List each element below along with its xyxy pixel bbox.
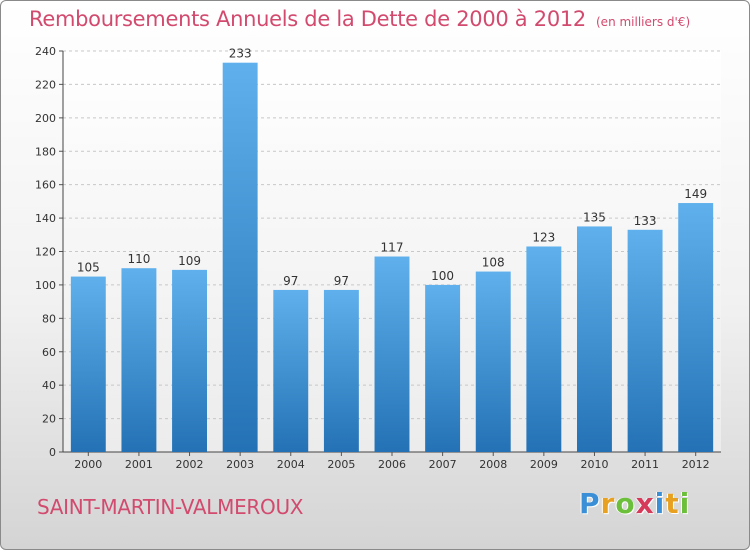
y-tick-label: 240 xyxy=(35,45,56,58)
title-row: Remboursements Annuels de la Dette de 20… xyxy=(29,7,690,31)
logo-letter: i xyxy=(679,487,691,520)
logo-letter: r xyxy=(600,487,616,520)
data-label: 97 xyxy=(283,274,298,288)
bar-2007 xyxy=(425,284,461,452)
data-label: 105 xyxy=(77,261,100,275)
bar-2011 xyxy=(627,229,663,452)
bar-2000 xyxy=(70,276,106,452)
data-label: 117 xyxy=(381,241,404,255)
chart-subtitle: (en milliers d'€) xyxy=(596,15,691,29)
logo-letter: o xyxy=(615,487,636,520)
x-tick-label: 2004 xyxy=(277,458,305,471)
x-tick-label: 2010 xyxy=(580,458,608,471)
logo-letter: P xyxy=(579,487,601,520)
data-label: 97 xyxy=(334,274,349,288)
data-label: 123 xyxy=(532,230,555,244)
data-label: 135 xyxy=(583,210,606,224)
data-label: 149 xyxy=(684,187,707,201)
y-tick-label: 220 xyxy=(35,78,56,91)
data-label: 133 xyxy=(634,214,657,228)
bar-2004 xyxy=(273,289,309,452)
y-tick-label: 80 xyxy=(42,312,56,325)
y-tick-label: 120 xyxy=(35,246,56,259)
data-label: 100 xyxy=(431,269,454,283)
x-tick-label: 2005 xyxy=(327,458,355,471)
bar-2008 xyxy=(475,271,511,452)
logo-letter: t xyxy=(665,487,680,520)
x-tick-label: 2003 xyxy=(226,458,254,471)
y-tick-label: 180 xyxy=(35,145,56,158)
x-tick-label: 2002 xyxy=(176,458,204,471)
data-label: 109 xyxy=(178,254,201,268)
bar-2002 xyxy=(172,269,208,452)
y-tick-label: 140 xyxy=(35,212,56,225)
x-tick-label: 2006 xyxy=(378,458,406,471)
y-tick-label: 0 xyxy=(49,446,56,459)
x-tick-label: 2000 xyxy=(74,458,102,471)
proxiti-logo: Proxiti xyxy=(579,487,690,520)
bar-2001 xyxy=(121,268,157,452)
bar-2009 xyxy=(526,246,562,452)
x-tick-label: 2009 xyxy=(530,458,558,471)
data-label: 110 xyxy=(127,252,150,266)
bar-2006 xyxy=(374,256,410,452)
chart-title: Remboursements Annuels de la Dette de 20… xyxy=(29,7,586,31)
data-label: 108 xyxy=(482,256,505,270)
data-label: 233 xyxy=(229,47,252,61)
y-tick-label: 20 xyxy=(42,413,56,426)
x-tick-label: 2012 xyxy=(682,458,710,471)
bar-2010 xyxy=(576,226,612,452)
y-tick-label: 100 xyxy=(35,279,56,292)
logo-letter: x xyxy=(635,487,655,520)
bar-2003 xyxy=(222,62,258,453)
bar-2005 xyxy=(323,289,359,452)
place-name: SAINT-MARTIN-VALMEROUX xyxy=(37,495,304,519)
x-tick-label: 2011 xyxy=(631,458,659,471)
y-tick-label: 200 xyxy=(35,112,56,125)
x-tick-label: 2007 xyxy=(429,458,457,471)
y-tick-label: 40 xyxy=(42,379,56,392)
logo-letter: i xyxy=(654,487,666,520)
bar-2012 xyxy=(678,203,714,452)
y-tick-label: 160 xyxy=(35,179,56,192)
x-tick-label: 2008 xyxy=(479,458,507,471)
y-tick-label: 60 xyxy=(42,346,56,359)
x-tick-label: 2001 xyxy=(125,458,153,471)
